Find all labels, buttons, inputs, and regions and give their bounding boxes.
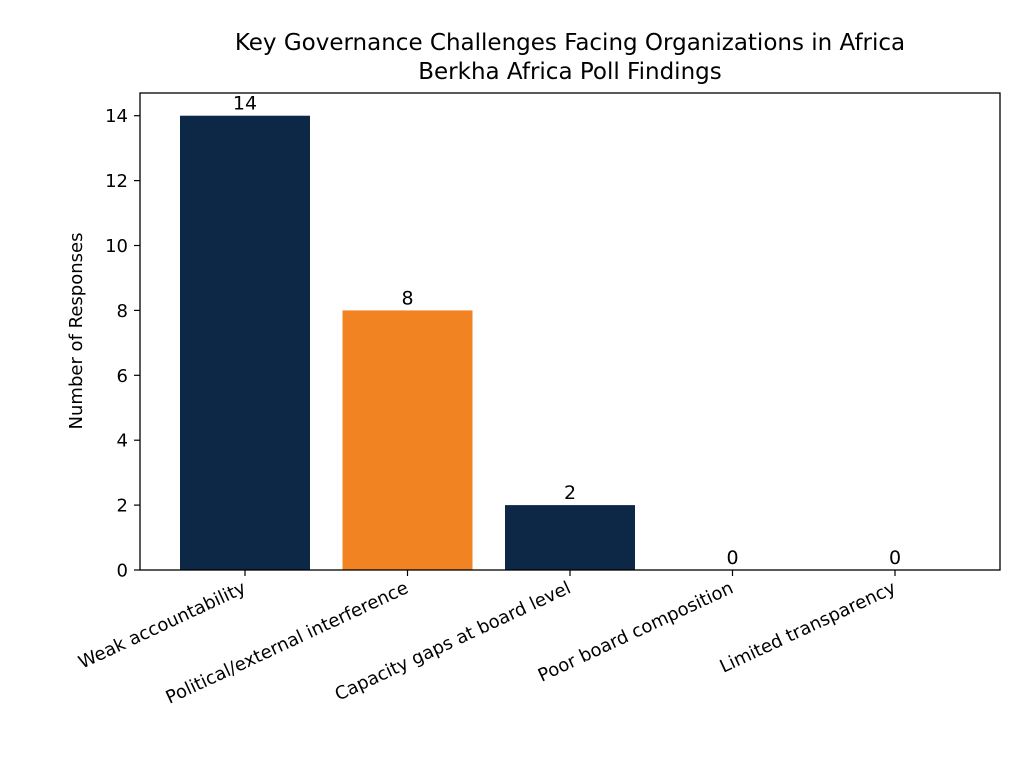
chart-subtitle: Berkha Africa Poll Findings	[418, 59, 721, 85]
y-tick-label: 6	[117, 366, 128, 387]
chart-title: Key Governance Challenges Facing Organiz…	[235, 30, 905, 56]
bar	[342, 310, 473, 570]
y-tick-label: 0	[117, 561, 128, 582]
bar-value-label: 0	[726, 547, 738, 569]
bar	[180, 115, 310, 570]
y-tick-label: 10	[105, 236, 128, 257]
bar-value-label: 14	[233, 93, 257, 115]
y-tick-label: 8	[117, 301, 128, 322]
bar-value-label: 8	[401, 287, 413, 309]
x-tick-label: Weak accountability	[75, 577, 249, 673]
y-tick-label: 12	[105, 171, 128, 192]
y-tick-label: 4	[117, 431, 128, 452]
bar-value-label: 2	[564, 482, 576, 504]
y-axis-label: Number of Responses	[66, 233, 87, 430]
plot-frame	[139, 92, 1001, 571]
bar-value-label: 0	[889, 547, 901, 569]
y-tick-label: 14	[105, 106, 128, 127]
x-tick-label: Limited transparency	[717, 577, 900, 677]
y-tick-label: 2	[117, 496, 128, 517]
bar	[505, 505, 635, 570]
